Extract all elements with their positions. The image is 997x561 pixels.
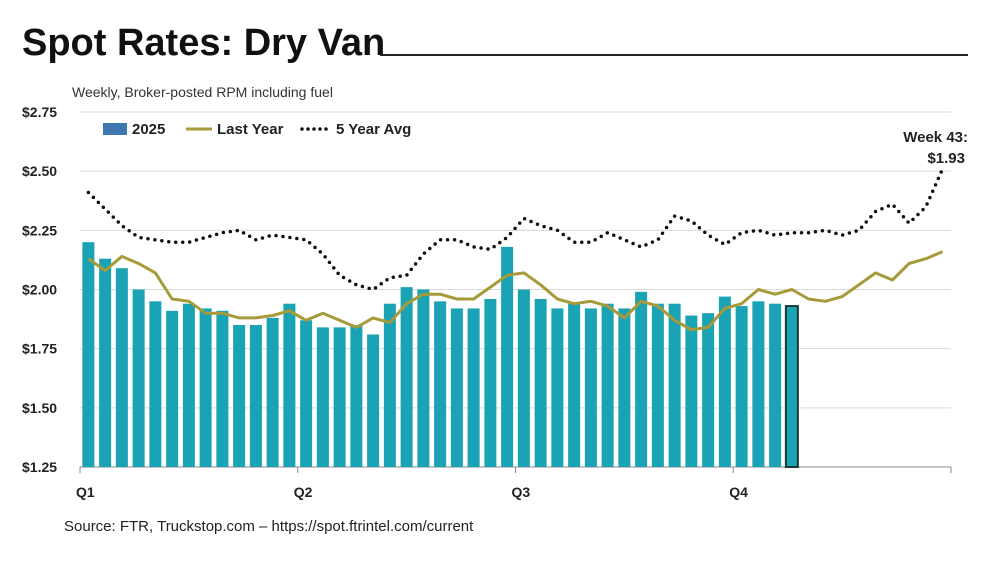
bar-2025 [735, 306, 748, 467]
annotation-value: $1.93 [927, 150, 965, 167]
bar-2025 [400, 287, 413, 467]
bar-2025 [249, 325, 262, 467]
chart-subtitle: Weekly, Broker-posted RPM including fuel [72, 84, 333, 100]
bar-2025 [568, 303, 581, 467]
x-tick-label: Q2 [294, 484, 313, 500]
x-tick-label: Q4 [729, 484, 748, 500]
legend-swatch-2025 [103, 123, 127, 135]
bar-2025 [216, 310, 229, 467]
legend-label-5-year-avg: 5 Year Avg [336, 121, 411, 138]
bar-2025 [752, 301, 765, 467]
y-tick-label: $1.75 [22, 341, 57, 357]
legend-label-2025: 2025 [132, 121, 165, 138]
annotation-week: Week 43: [903, 129, 968, 146]
bar-2025 [702, 313, 715, 467]
y-tick-label: $1.50 [22, 400, 57, 416]
bar-2025 [584, 308, 597, 467]
bar-2025 [166, 310, 179, 467]
bar-2025 [434, 301, 447, 467]
chart-title: Spot Rates: Dry Van [22, 22, 386, 64]
y-tick-label: $2.50 [22, 163, 57, 179]
bar-2025 [668, 303, 681, 467]
bar-2025 [635, 291, 648, 467]
bar-2025 [300, 320, 313, 467]
x-tick-label: Q3 [512, 484, 531, 500]
bar-2025 [769, 303, 782, 467]
legend-label-last-year: Last Year [217, 121, 284, 138]
bar-2025 [316, 327, 329, 467]
line-last-year [87, 250, 944, 332]
line-5-year-avg [86, 167, 945, 292]
bar-2025 [618, 308, 631, 467]
bar-2025 [685, 315, 698, 467]
bar-2025 [350, 325, 363, 467]
bar-2025 [484, 298, 497, 467]
bar-2025 [467, 308, 480, 467]
title-underline [380, 54, 968, 56]
bar-2025 [450, 308, 463, 467]
y-tick-label: $2.00 [22, 282, 57, 298]
bar-2025 [115, 268, 128, 467]
bar-2025 [534, 298, 547, 467]
bar-2025 [718, 296, 731, 467]
bar-2025 [132, 289, 145, 467]
bar-2025 [383, 303, 396, 467]
bar-2025 [182, 303, 195, 467]
bar-2025 [82, 242, 95, 467]
bar-2025 [651, 303, 664, 467]
bar-2025 [501, 246, 514, 467]
bar-2025 [233, 325, 246, 467]
y-tick-label: $1.25 [22, 459, 57, 475]
bar-2025 [367, 334, 380, 467]
source-note: Source: FTR, Truckstop.com – https://spo… [64, 518, 474, 535]
bar-2025 [283, 303, 296, 467]
bar-2025 [333, 327, 346, 467]
bar-2025 [417, 289, 430, 467]
bar-2025 [199, 308, 212, 467]
y-tick-label: $2.25 [22, 222, 57, 238]
bar-2025 [601, 303, 614, 467]
bar-2025 [517, 289, 530, 467]
bar-2025 [99, 258, 112, 467]
bar-2025 [784, 305, 799, 469]
bar-2025 [149, 301, 162, 467]
bar-2025 [266, 317, 279, 467]
x-tick-label: Q1 [76, 484, 95, 500]
y-tick-label: $2.75 [22, 104, 57, 120]
bar-2025 [551, 308, 564, 467]
